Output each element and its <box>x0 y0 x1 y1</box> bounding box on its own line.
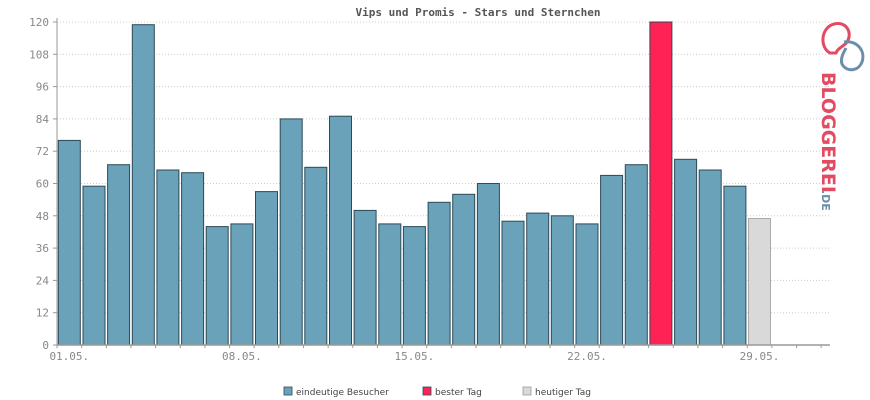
chart-title: Vips und Promis - Stars und Sternchen <box>355 6 600 19</box>
bar-26.05. <box>674 158 698 346</box>
bar-12.05. <box>329 115 352 346</box>
bar-16.05. <box>427 201 451 346</box>
bar-06.05. <box>181 172 205 346</box>
bloggerei-logo-icon <box>821 22 865 72</box>
legend: eindeutige Besucher bester Tag heutiger … <box>283 386 591 398</box>
y-tick-label-96: 96 <box>36 81 49 94</box>
y-tick-label-12: 12 <box>36 307 49 320</box>
bar-20.05. <box>526 212 550 346</box>
bar-19.05. <box>501 220 525 346</box>
bar-11.05. <box>304 166 328 346</box>
legend-label-best-day: bester Tag <box>435 388 482 398</box>
legend-swatch-today <box>522 386 532 396</box>
legend-swatch-visitors <box>283 386 293 396</box>
brand-suffix: .DE <box>819 190 832 211</box>
bar-24.05. <box>624 164 648 346</box>
brand-name: BLOGGEREI <box>817 72 839 193</box>
y-tick-label-36: 36 <box>36 242 49 255</box>
bar-07.05. <box>205 226 229 346</box>
bar-22.05. <box>575 223 599 346</box>
bar-10.05. <box>279 118 303 346</box>
x-tick-label-22.05.: 22.05. <box>567 350 607 363</box>
x-axis-ticks: 01.05. 08.05. 15.05. 22.05. 29.05. <box>49 345 822 363</box>
bar-17.05. <box>452 193 476 346</box>
y-tick-label-0: 0 <box>42 339 49 352</box>
bar-03.05. <box>107 164 131 346</box>
y-tick-label-108: 108 <box>29 48 49 61</box>
bar-13.05. <box>353 209 377 346</box>
bar-18.05. <box>476 183 500 346</box>
legend-label-visitors: eindeutige Besucher <box>296 388 389 398</box>
bar-02.05. <box>82 185 106 346</box>
y-tick-label-72: 72 <box>36 145 49 158</box>
bar-05.05. <box>156 169 180 346</box>
y-axis-ticks: 0 12 24 36 48 60 72 84 96 108 120 <box>29 16 57 352</box>
bar-08.05. <box>230 223 254 346</box>
bar-28.05. <box>723 185 747 346</box>
bar-01.05. <box>57 139 81 346</box>
bar-21.05. <box>550 215 574 346</box>
legend-swatch-best-day <box>422 386 432 396</box>
axes <box>56 18 830 346</box>
y-tick-label-84: 84 <box>36 113 50 126</box>
y-tick-label-24: 24 <box>36 274 50 287</box>
bar-23.05. <box>600 174 624 346</box>
y-tick-label-60: 60 <box>36 178 49 191</box>
x-tick-label-08.05.: 08.05. <box>222 350 262 363</box>
bar-best-day <box>649 21 673 346</box>
bar-14.05. <box>378 223 402 346</box>
bar-today <box>748 218 771 346</box>
bloggerei-logo[interactable]: BLOGGEREI .DE <box>817 22 865 211</box>
x-tick-label-15.05.: 15.05. <box>395 350 435 363</box>
x-tick-label-29.05.: 29.05. <box>740 350 780 363</box>
bar-15.05. <box>402 226 426 346</box>
y-tick-label-48: 48 <box>36 210 49 223</box>
bar-04.05. <box>131 24 155 346</box>
x-tick-label-01.05.: 01.05. <box>49 350 89 363</box>
bar-27.05. <box>698 169 722 346</box>
bar-09.05. <box>255 191 278 346</box>
y-tick-label-120: 120 <box>29 16 49 29</box>
legend-label-today: heutiger Tag <box>535 388 591 398</box>
